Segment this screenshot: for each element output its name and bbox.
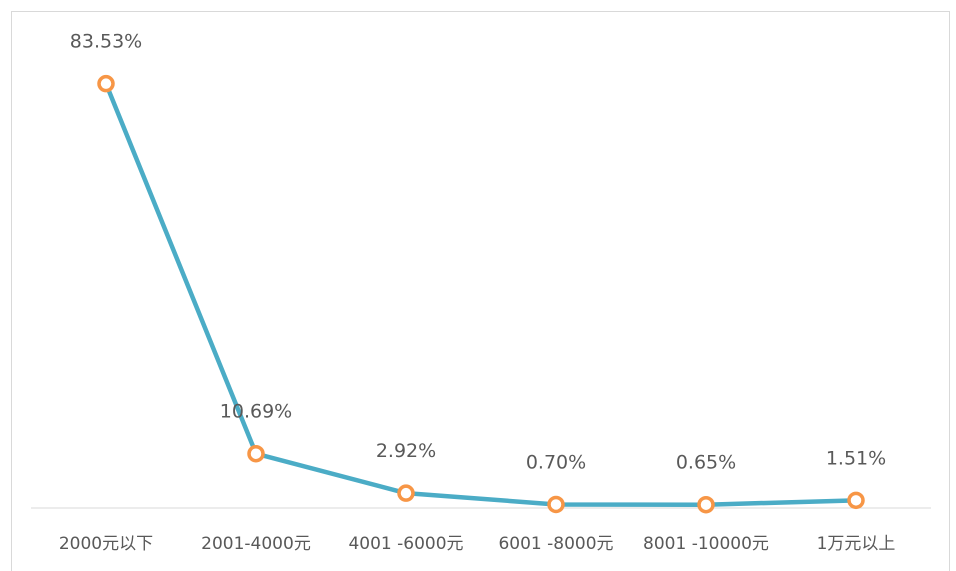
x-tick-labels: 2000元以下 2001-4000元 4001 -6000元 6001 -8000元 8… [59, 534, 896, 554]
data-point-4 [697, 495, 715, 514]
x-tick-label-3: 6001 -8000元 [498, 534, 613, 554]
x-tick-label-1: 2001-4000元 [201, 534, 311, 554]
data-label-4: 0.65% [676, 452, 736, 474]
data-label-1: 10.69% [220, 401, 292, 423]
data-labels: 83.53% 10.69% 2.92% 0.70% 0.65% 1.51% [70, 31, 886, 474]
series-line [103, 81, 859, 507]
data-point-0 [97, 74, 115, 93]
data-label-5: 1.51% [826, 447, 886, 469]
data-label-2: 2.92% [376, 440, 436, 462]
data-point-2 [397, 484, 415, 502]
chart-frame [11, 11, 950, 571]
x-tick-label-2: 4001 -6000元 [348, 534, 463, 554]
data-point-1 [247, 444, 265, 463]
x-tick-label-4: 8001 -10000元 [643, 534, 769, 554]
x-tick-label-5: 1万元以上 [817, 534, 896, 554]
data-label-0: 83.53% [70, 31, 142, 53]
data-point-3 [547, 495, 565, 514]
data-point-5 [847, 491, 865, 510]
data-label-3: 0.70% [526, 451, 586, 473]
series-group [97, 74, 865, 514]
x-tick-label-0: 2000元以下 [59, 534, 153, 554]
